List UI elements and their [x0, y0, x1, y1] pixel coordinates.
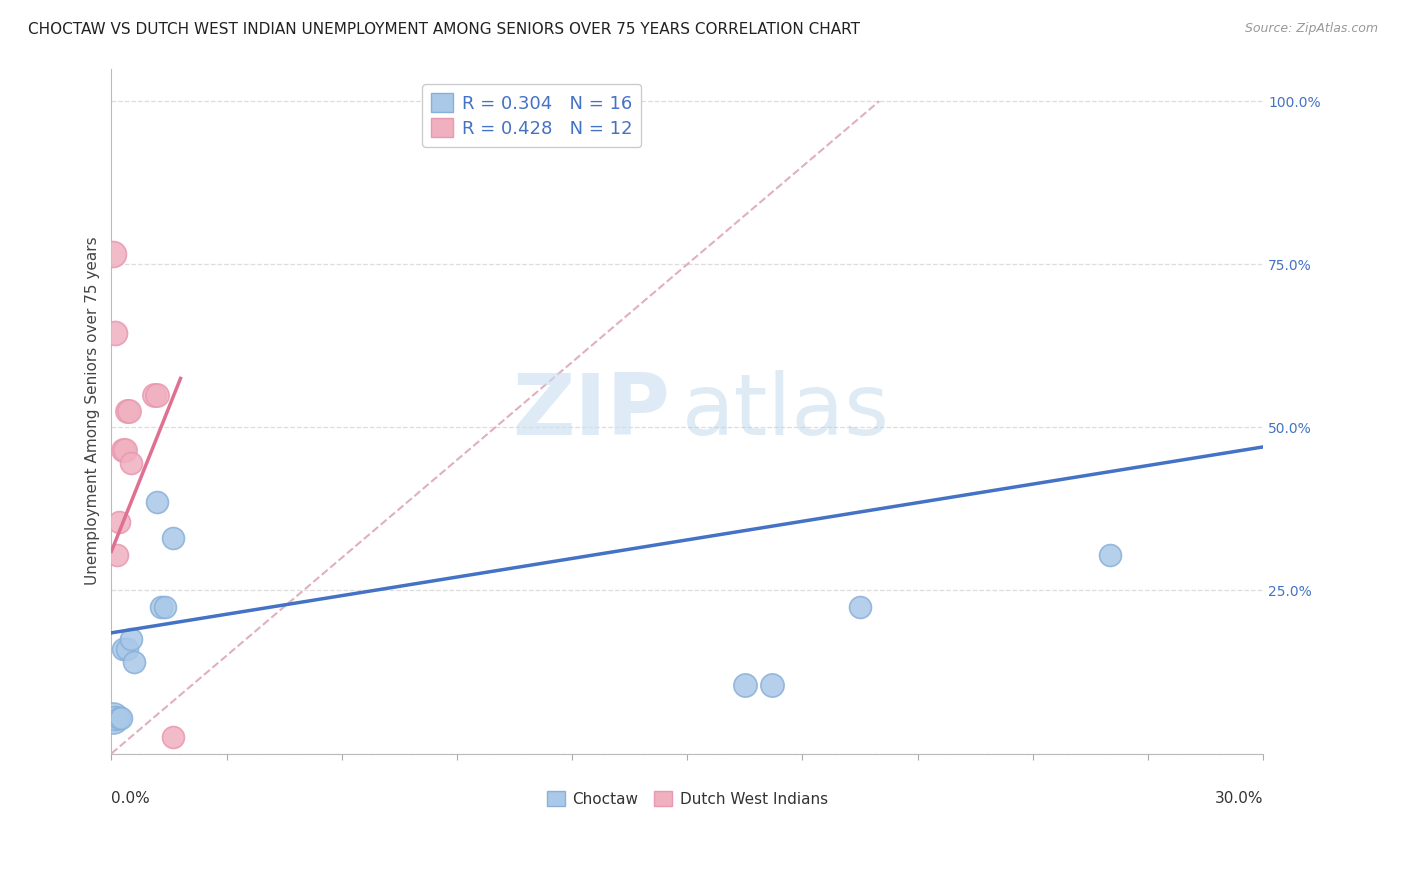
Point [104, 711, 127, 725]
Point [146, 495, 169, 509]
Point [104, 326, 127, 340]
Point [115, 404, 138, 418]
Text: atlas: atlas [682, 369, 890, 452]
Point [118, 404, 141, 418]
Point [153, 599, 176, 614]
Text: 30.0%: 30.0% [1215, 791, 1263, 806]
Point [108, 711, 131, 725]
Text: CHOCTAW VS DUTCH WEST INDIAN UNEMPLOYMENT AMONG SENIORS OVER 75 YEARS CORRELATIO: CHOCTAW VS DUTCH WEST INDIAN UNEMPLOYMEN… [28, 22, 860, 37]
Point [108, 515, 131, 529]
Point [124, 655, 146, 669]
Point [761, 678, 783, 692]
Point [101, 247, 124, 261]
Point [150, 599, 173, 614]
Point [849, 599, 872, 614]
Point [162, 531, 184, 545]
Point [103, 711, 125, 725]
Point [1098, 548, 1121, 562]
Text: Source: ZipAtlas.com: Source: ZipAtlas.com [1244, 22, 1378, 36]
Point [734, 678, 756, 692]
Point [120, 456, 142, 470]
Point [162, 730, 184, 744]
Point [114, 443, 136, 458]
Point [142, 387, 165, 401]
Point [146, 387, 169, 401]
Point [110, 711, 132, 725]
Point [111, 443, 134, 458]
Legend: Choctaw, Dutch West Indians: Choctaw, Dutch West Indians [538, 783, 835, 814]
Text: ZIP: ZIP [512, 369, 671, 452]
Point [105, 548, 128, 562]
Point [115, 642, 138, 657]
Y-axis label: Unemployment Among Seniors over 75 years: Unemployment Among Seniors over 75 years [86, 236, 100, 585]
Point [111, 642, 134, 657]
Text: 0.0%: 0.0% [111, 791, 150, 806]
Point [120, 632, 142, 647]
